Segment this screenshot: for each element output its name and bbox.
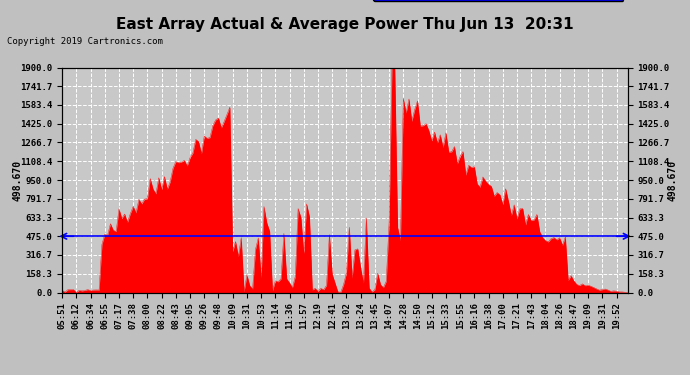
Text: Copyright 2019 Cartronics.com: Copyright 2019 Cartronics.com [7,38,163,46]
Legend: Average  (DC Watts), East Array  (DC Watts): Average (DC Watts), East Array (DC Watts… [373,0,623,1]
Text: 498.670: 498.670 [12,159,22,201]
Text: East Array Actual & Average Power Thu Jun 13  20:31: East Array Actual & Average Power Thu Ju… [116,17,574,32]
Text: 498.670: 498.670 [668,159,678,201]
